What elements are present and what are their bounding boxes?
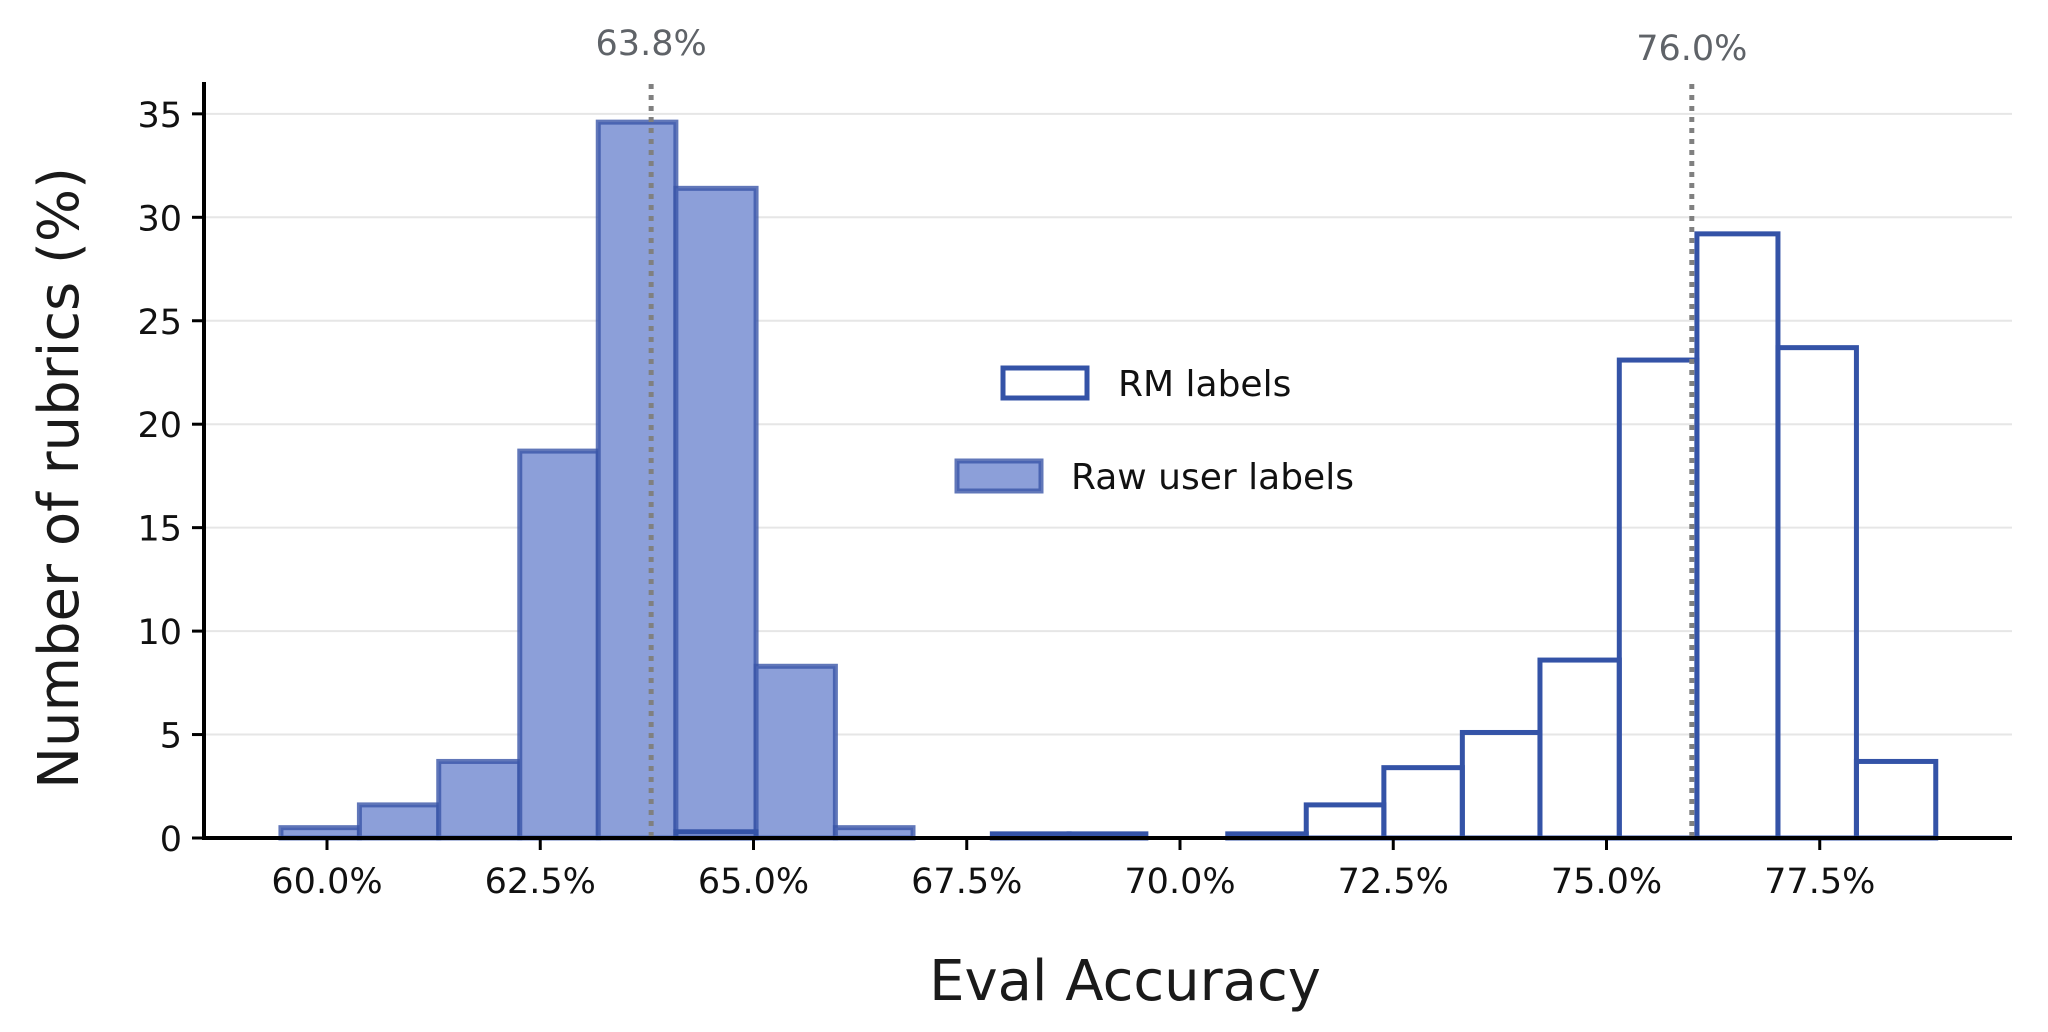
raw-user-labels-bar [436, 758, 523, 841]
rm-labels-bar [1303, 802, 1387, 841]
rm-labels-bars [673, 231, 1939, 841]
x-tick-label: 77.5% [1764, 862, 1875, 902]
y-tick-label: 10 [137, 613, 182, 653]
y-tick-label: 20 [137, 406, 182, 446]
y-tick-label: 5 [160, 717, 182, 757]
y-tick-label: 25 [137, 303, 182, 343]
x-tick-label: 75.0% [1551, 862, 1662, 902]
y-tick-label: 15 [137, 510, 182, 550]
y-tick-label: 35 [137, 96, 182, 136]
raw-user-labels-bar [517, 448, 601, 841]
rm-labels-bar [1694, 231, 1781, 841]
x-ticks: 60.0% 62.5% 65.0% 67.5% 70.0% 72.5% 75.0% 77.5% [271, 838, 1875, 902]
x-tick-label: 62.5% [485, 862, 596, 902]
x-tick-label: 60.0% [271, 862, 382, 902]
x-tick-label: 65.0% [698, 862, 809, 902]
x-tick-label: 67.5% [911, 862, 1022, 902]
rm-labels-bar [1459, 729, 1543, 841]
y-ticks: 0 5 10 15 20 25 30 35 [137, 96, 204, 860]
mean-annotation: 76.0% [1636, 29, 1747, 69]
legend-label-raw-user-labels: Raw user labels [1071, 457, 1354, 498]
raw-user-labels-bar [753, 663, 838, 841]
mean-lines: 63.8% 76.0% [596, 24, 1747, 838]
legend-swatch-rm-labels [1000, 365, 1090, 401]
raw-user-labels-bar [356, 802, 442, 841]
gridlines [204, 112, 2012, 736]
rm-labels-bar [1616, 357, 1700, 841]
y-axis-label: Number of rubrics (%) [27, 167, 92, 789]
raw-user-labels-bar [595, 119, 679, 841]
rm-labels-bar [1775, 345, 1859, 841]
legend-label-rm-labels: RM labels [1118, 364, 1291, 405]
raw-user-labels-bars [278, 119, 916, 841]
y-tick-label: 30 [137, 199, 182, 239]
rm-labels-bar [1381, 765, 1465, 841]
x-axis-label: Eval Accuracy [929, 949, 1321, 1014]
x-tick-label: 72.5% [1338, 862, 1449, 902]
y-tick-label: 0 [160, 820, 182, 860]
rm-labels-bar [1537, 657, 1622, 841]
legend: RM labels Raw user labels [954, 364, 1354, 498]
raw-user-labels-bar [673, 185, 759, 841]
legend-swatch-raw-user-labels [954, 458, 1044, 494]
rm-labels-bar [1853, 758, 1939, 841]
mean-annotation: 63.8% [596, 24, 707, 64]
x-tick-label: 70.0% [1124, 862, 1235, 902]
